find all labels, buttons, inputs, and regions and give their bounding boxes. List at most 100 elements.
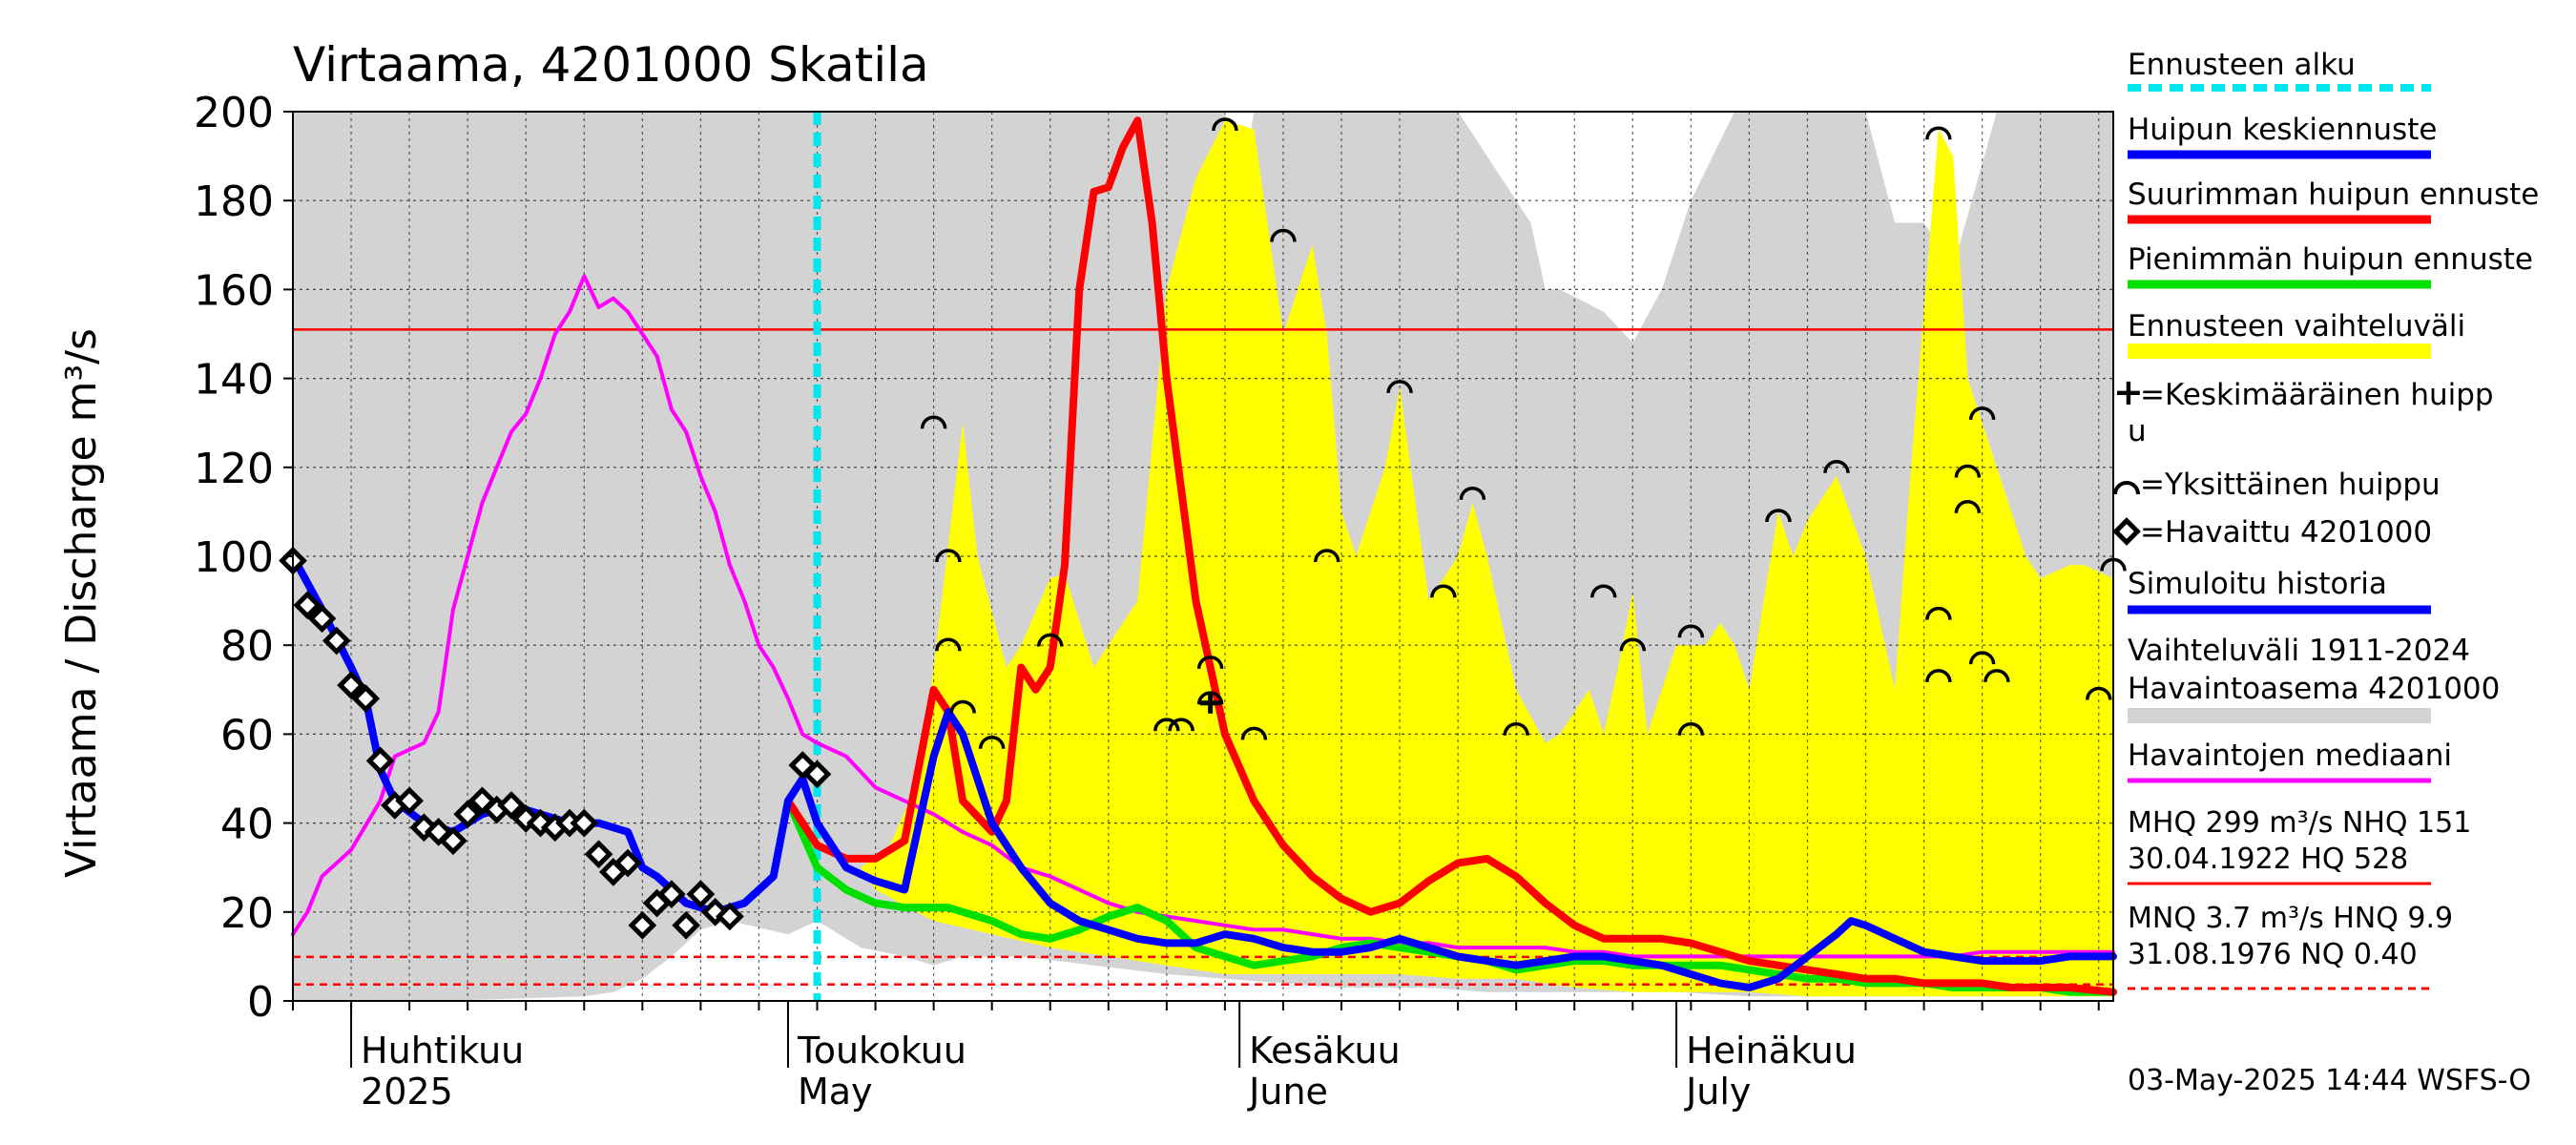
y-tick-label: 180 bbox=[194, 177, 274, 226]
mean-peak-marker bbox=[1199, 692, 1221, 714]
observed-point bbox=[307, 604, 337, 634]
legend-stats-line-4: 31.08.1976 NQ 0.40 bbox=[2128, 938, 2418, 971]
legend-simulated-label: Simuloitu historia bbox=[2128, 567, 2387, 601]
x-month-sublabel: May bbox=[798, 1071, 873, 1113]
legend-item-min-forecast-label: Pienimmän huipun ennuste bbox=[2128, 242, 2533, 277]
x-month-label: Huhtikuu bbox=[361, 1030, 524, 1072]
individual-peak-marker bbox=[1619, 637, 1647, 652]
x-month-sublabel: July bbox=[1684, 1071, 1751, 1113]
observed-point bbox=[570, 808, 599, 838]
individual-peak-marker bbox=[920, 415, 947, 429]
individual-peak-marker bbox=[1765, 509, 1792, 523]
individual-peak-marker bbox=[1590, 584, 1617, 598]
individual-peak-marker bbox=[1968, 651, 1996, 665]
observed-point bbox=[351, 684, 381, 713]
individual-peak-marker bbox=[1212, 117, 1238, 132]
legend-observed-label: =Havaittu 4201000 bbox=[2140, 515, 2432, 550]
legend-item-max-forecast-label: Suurimman huipun ennuste bbox=[2128, 177, 2539, 212]
individual-peak-marker bbox=[1677, 722, 1705, 736]
footer-timestamp: 03-May-2025 14:44 WSFS-O bbox=[2128, 1064, 2531, 1097]
legend-mean-peak-marker: + bbox=[2113, 371, 2144, 413]
individual-peak-marker bbox=[1925, 669, 1952, 682]
individual-peak-marker bbox=[949, 699, 976, 714]
legend-mean-peak-label-wrap: u bbox=[2128, 414, 2147, 448]
y-tick-label: 20 bbox=[220, 889, 274, 938]
y-tick-label: 40 bbox=[220, 801, 274, 849]
y-tick-label: 60 bbox=[220, 711, 274, 760]
individual-peak-marker bbox=[1984, 669, 2010, 682]
legend-range-label-1: Vaihteluväli 1911-2024 bbox=[2128, 634, 2470, 668]
individual-peak-marker bbox=[1270, 228, 1297, 242]
legend-item-mean-forecast-label: Huipun keskiennuste bbox=[2128, 113, 2437, 147]
individual-peak-marker bbox=[1036, 633, 1064, 647]
series-line-median bbox=[291, 274, 2115, 959]
observed-point bbox=[439, 826, 467, 856]
individual-peak-marker bbox=[1823, 460, 1850, 473]
individual-peak-marker bbox=[1459, 487, 1486, 500]
legend-forecast-range-swatch bbox=[2128, 344, 2431, 359]
legend-stats-line-1: MHQ 299 m³/s NHQ 151 bbox=[2128, 806, 2471, 840]
individual-peak-marker bbox=[1313, 549, 1340, 563]
individual-peak-marker bbox=[1925, 126, 1952, 140]
legend-observed-marker-icon bbox=[2112, 517, 2141, 546]
individual-peak-marker bbox=[1677, 624, 1705, 638]
individual-peak-marker bbox=[1196, 656, 1224, 670]
observed-point bbox=[628, 910, 657, 940]
individual-peak-marker bbox=[1240, 726, 1268, 740]
individual-peak-marker bbox=[1153, 718, 1180, 732]
legend-stats-line-2: 30.04.1922 HQ 528 bbox=[2128, 843, 2408, 876]
y-tick-label: 80 bbox=[220, 622, 274, 671]
observed-point bbox=[337, 671, 365, 699]
chart-title: Virtaama, 4201000 Skatila bbox=[293, 37, 929, 93]
observed-point bbox=[395, 786, 424, 816]
x-month-label: Kesäkuu bbox=[1249, 1030, 1401, 1072]
individual-peak-marker bbox=[978, 735, 1006, 749]
y-tick-label: 0 bbox=[247, 978, 274, 1027]
y-tick-label: 160 bbox=[194, 266, 274, 315]
observed-point bbox=[555, 808, 584, 838]
observed-point bbox=[716, 902, 744, 931]
legend: Ennusteen alku Huipun keskiennuste Suuri… bbox=[2112, 48, 2539, 990]
legend-median-label: Havaintojen mediaani bbox=[2128, 739, 2452, 773]
observed-point bbox=[497, 791, 526, 820]
observed-point bbox=[584, 840, 613, 869]
y-tick-label: 100 bbox=[194, 533, 274, 582]
observed-point bbox=[672, 910, 700, 940]
legend-range-swatch bbox=[2128, 708, 2431, 723]
x-month-sublabel: June bbox=[1247, 1071, 1328, 1113]
y-tick-label: 120 bbox=[194, 445, 274, 493]
individual-peak-marker bbox=[1503, 722, 1529, 736]
individual-peak-marker bbox=[935, 549, 962, 563]
observed-point bbox=[613, 848, 642, 878]
legend-peak-marker-icon bbox=[2113, 481, 2140, 495]
individual-peak-marker bbox=[1954, 464, 1982, 478]
x-month-sublabel: 2025 bbox=[361, 1071, 453, 1113]
observed-point bbox=[686, 880, 716, 909]
observed-point bbox=[293, 591, 322, 620]
observed-point bbox=[365, 746, 395, 776]
legend-item-forecast-range-label: Ennusteen vaihteluväli bbox=[2128, 309, 2465, 344]
individual-peak-marker bbox=[1925, 606, 1952, 620]
legend-peak-label: =Yksittäinen huippu bbox=[2140, 468, 2441, 502]
observed-point bbox=[657, 880, 686, 909]
individual-peak-marker bbox=[1954, 500, 1982, 513]
observed-point bbox=[453, 800, 483, 829]
individual-peak-marker bbox=[1968, 406, 1996, 421]
observed-point bbox=[322, 626, 351, 656]
y-tick-label: 200 bbox=[194, 89, 274, 137]
series-line-max_forecast bbox=[784, 116, 2117, 996]
x-month-label: Toukokuu bbox=[797, 1030, 966, 1072]
y-tick-label: 140 bbox=[194, 356, 274, 405]
individual-peak-marker bbox=[935, 637, 962, 652]
observed-point bbox=[802, 760, 832, 789]
individual-peak-marker bbox=[1386, 380, 1413, 394]
legend-stats-line-3: MNQ 3.7 m³/s HNQ 9.9 bbox=[2128, 902, 2453, 935]
individual-peak-marker bbox=[1168, 718, 1195, 732]
y-axis-label: Virtaama / Discharge m³/s bbox=[57, 328, 106, 878]
plot-area bbox=[279, 112, 2127, 1001]
x-month-label: Heinäkuu bbox=[1686, 1030, 1857, 1072]
legend-item-forecast-start-label: Ennusteen alku bbox=[2128, 48, 2356, 82]
individual-peak-marker bbox=[2085, 686, 2112, 700]
